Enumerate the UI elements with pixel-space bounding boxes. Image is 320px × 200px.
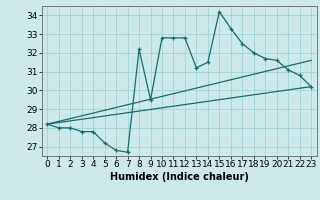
- X-axis label: Humidex (Indice chaleur): Humidex (Indice chaleur): [110, 172, 249, 182]
